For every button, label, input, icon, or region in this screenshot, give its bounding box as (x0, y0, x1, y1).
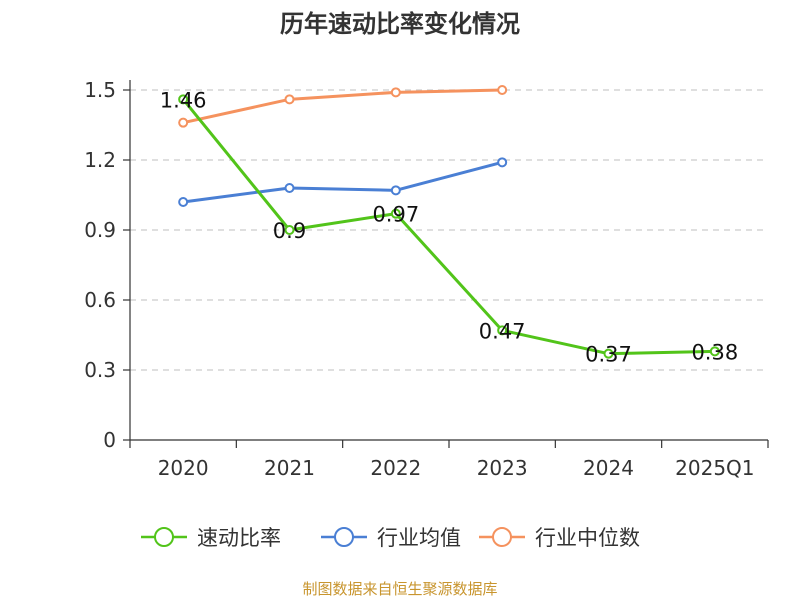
data-label: 0.47 (479, 319, 526, 343)
y-tick-label: 1.5 (84, 78, 116, 102)
legend-item: 行业均值 (321, 526, 461, 550)
data-point (284, 225, 295, 235)
x-tick-label: 2020 (158, 456, 209, 480)
series-line (181, 97, 717, 356)
label-layer: 1.46 0.9 0.97 0.47 0.37 0.38 (160, 88, 738, 366)
data-point (497, 325, 508, 336)
legend-label: 行业中位数 (535, 526, 640, 550)
legend: 速动比率 行业均值 行业中位数 (141, 526, 640, 550)
legend-marker (492, 527, 512, 547)
axis-layer: 0 0.3 0.6 0.9 1.2 1.5 2020 2021 2022 2023 2024 2025… (84, 78, 769, 480)
source-note: 制图数据来自恒生聚源数据库 (302, 580, 497, 598)
data-point (178, 94, 189, 105)
legend-marker (334, 527, 354, 547)
legend-marker (154, 527, 174, 547)
legend-item: 行业中位数 (479, 526, 640, 550)
data-point (390, 208, 401, 219)
data-point (284, 183, 295, 193)
data-point (390, 185, 401, 196)
y-tick-label: 0 (103, 428, 116, 452)
y-tick-label: 0.6 (84, 288, 116, 312)
series-layer (178, 85, 720, 359)
x-tick-label: 2024 (583, 456, 634, 480)
data-label: 1.46 (160, 88, 207, 112)
data-point (497, 85, 508, 95)
legend-label: 速动比率 (197, 526, 281, 550)
data-point (178, 197, 189, 207)
y-tick-label: 0.3 (84, 358, 116, 382)
chart-title: 历年速动比率变化情况 (280, 10, 520, 38)
grid-layer (130, 89, 768, 371)
data-point (497, 157, 508, 168)
data-point (390, 87, 401, 98)
legend-label: 行业均值 (377, 526, 461, 550)
series-line (181, 88, 504, 125)
x-tick-label: 2025Q1 (675, 456, 754, 480)
legend-item: 速动比率 (141, 526, 281, 550)
y-tick-label: 0.9 (84, 218, 116, 242)
data-label: 0.97 (372, 203, 419, 227)
data-point (709, 346, 720, 357)
data-point (603, 348, 614, 359)
y-tick-label: 1.2 (84, 148, 116, 172)
data-label: 0.37 (585, 343, 632, 367)
x-tick-label: 2023 (477, 456, 528, 480)
data-label: 0.38 (691, 340, 738, 364)
series-line (181, 160, 504, 204)
data-point (178, 117, 189, 128)
x-tick-label: 2022 (370, 456, 421, 480)
data-point (284, 94, 295, 105)
data-label: 0.9 (273, 219, 306, 243)
x-tick-label: 2021 (264, 456, 315, 480)
